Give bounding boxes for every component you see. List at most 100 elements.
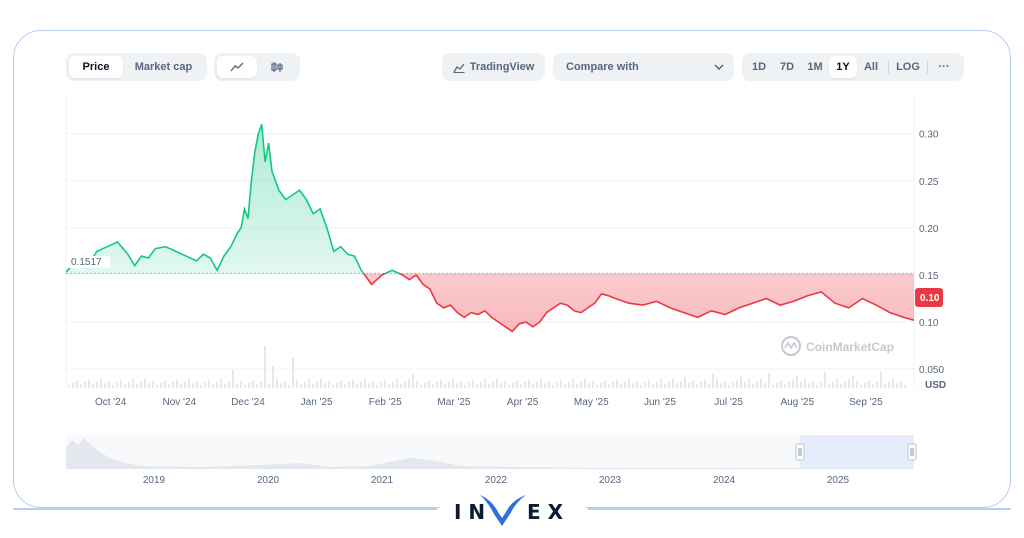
volume-bar bbox=[364, 379, 366, 388]
navigator-year-label: 2020 bbox=[257, 475, 280, 486]
volume-bar bbox=[832, 382, 834, 388]
footer-divider-right bbox=[588, 508, 1011, 510]
volume-bar bbox=[276, 379, 278, 388]
volume-bar bbox=[132, 379, 134, 388]
volume-bar bbox=[400, 383, 402, 388]
x-tick-label: Sep '25 bbox=[849, 397, 883, 408]
volume-bar bbox=[688, 382, 690, 388]
volume-bar bbox=[128, 382, 130, 388]
volume-bar bbox=[252, 380, 254, 388]
tradingview-button[interactable]: TradingView bbox=[442, 53, 545, 81]
more-options-button[interactable]: ··· bbox=[938, 61, 950, 73]
volume-bar bbox=[704, 379, 706, 388]
volume-bar bbox=[776, 382, 778, 388]
volume-bar bbox=[344, 384, 346, 388]
volume-bar bbox=[772, 385, 774, 388]
volume-bar bbox=[384, 380, 386, 388]
volume-bar bbox=[616, 379, 618, 388]
volume-bar bbox=[592, 380, 594, 388]
range-1m[interactable]: 1M bbox=[807, 61, 823, 73]
volume-bar bbox=[644, 382, 646, 388]
volume-bar bbox=[300, 384, 302, 388]
volume-bar bbox=[272, 366, 274, 388]
line-chart-icon[interactable] bbox=[217, 56, 257, 78]
volume-bar bbox=[176, 379, 178, 388]
volume-bar bbox=[248, 382, 250, 388]
navigator-selection[interactable] bbox=[800, 435, 914, 469]
volume-bar bbox=[308, 379, 310, 388]
volume-bar bbox=[392, 382, 394, 388]
navigator-right-handle[interactable] bbox=[907, 443, 917, 461]
volume-bar bbox=[472, 380, 474, 388]
volume-bar bbox=[736, 380, 738, 388]
tab-price[interactable]: Price bbox=[69, 56, 123, 78]
tab-market-cap[interactable]: Market cap bbox=[134, 61, 193, 73]
chart-style-toggle bbox=[214, 53, 300, 81]
navigator-year-label: 2023 bbox=[599, 475, 622, 486]
volume-bar bbox=[884, 383, 886, 388]
volume-bar bbox=[236, 383, 238, 388]
volume-bar bbox=[668, 381, 670, 388]
volume-bar bbox=[708, 383, 710, 388]
range-1y[interactable]: 1Y bbox=[829, 56, 857, 78]
chart-toolbar: Price Market cap TradingView Compare wit… bbox=[0, 53, 1024, 83]
volume-bar bbox=[888, 381, 890, 388]
volume-bar bbox=[376, 385, 378, 388]
time-range-selector: 1D 7D 1M 1Y All LOG ··· bbox=[742, 53, 964, 81]
log-toggle[interactable]: LOG bbox=[896, 61, 920, 73]
volume-bar bbox=[356, 383, 358, 388]
volume-bar bbox=[264, 346, 266, 388]
volume-bar bbox=[820, 382, 822, 388]
volume-bar bbox=[692, 380, 694, 388]
volume-bar bbox=[320, 379, 322, 388]
volume-bar bbox=[520, 384, 522, 388]
volume-bar bbox=[800, 381, 802, 388]
volume-bar bbox=[604, 380, 606, 388]
volume-bar bbox=[784, 384, 786, 388]
volume-bar bbox=[780, 380, 782, 388]
volume-bar bbox=[108, 380, 110, 388]
volume-bar bbox=[764, 383, 766, 388]
volume-bar bbox=[68, 385, 70, 388]
volume-bar bbox=[72, 382, 74, 388]
navigator[interactable] bbox=[66, 435, 917, 469]
volume-bar bbox=[792, 379, 794, 388]
volume-bar bbox=[360, 381, 362, 388]
volume-bar bbox=[640, 385, 642, 388]
volume-bar bbox=[756, 381, 758, 388]
range-1d[interactable]: 1D bbox=[751, 61, 767, 73]
volume-bar bbox=[848, 379, 850, 388]
compare-with-select[interactable]: Compare with bbox=[553, 53, 734, 81]
volume-bar bbox=[876, 382, 878, 388]
volume-bar bbox=[420, 385, 422, 388]
volume-bar bbox=[112, 385, 114, 388]
volume-bar bbox=[732, 382, 734, 388]
invex-logo-icon bbox=[480, 495, 526, 526]
volume-bar bbox=[480, 382, 482, 388]
navigator-left-handle[interactable] bbox=[795, 443, 805, 461]
volume-bar bbox=[388, 384, 390, 388]
volume-bar bbox=[172, 382, 174, 388]
volume-bar bbox=[880, 371, 882, 388]
volume-bar bbox=[164, 380, 166, 388]
volume-bar bbox=[672, 379, 674, 388]
volume-bar bbox=[528, 379, 530, 388]
volume-bar bbox=[380, 382, 382, 388]
range-all[interactable]: All bbox=[863, 61, 879, 73]
volume-bar bbox=[284, 380, 286, 388]
x-tick-label: Jul '25 bbox=[714, 397, 743, 408]
volume-bar bbox=[664, 383, 666, 388]
volume-bar bbox=[436, 382, 438, 388]
volume-bar bbox=[260, 382, 262, 388]
volume-bar bbox=[464, 385, 466, 388]
volume-bar bbox=[760, 379, 762, 388]
navigator-year-label: 2022 bbox=[485, 475, 508, 486]
volume-bar bbox=[868, 380, 870, 388]
candlestick-icon[interactable] bbox=[257, 56, 297, 78]
volume-bar bbox=[752, 383, 754, 388]
volume-bar bbox=[448, 381, 450, 388]
volume-bar bbox=[352, 379, 354, 388]
volume-bar bbox=[844, 381, 846, 388]
range-7d[interactable]: 7D bbox=[779, 61, 795, 73]
volume-bar bbox=[600, 382, 602, 388]
